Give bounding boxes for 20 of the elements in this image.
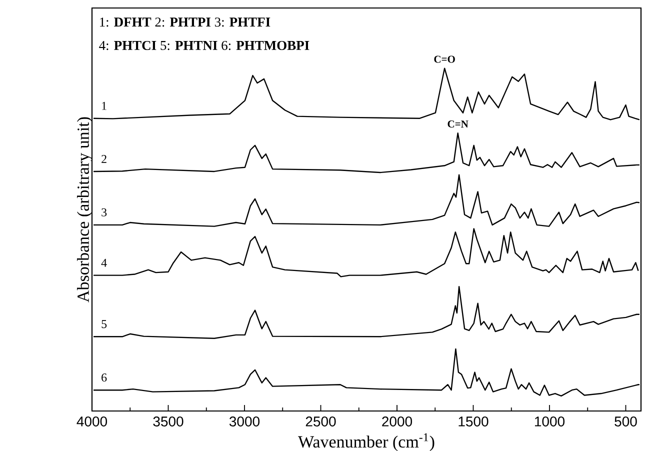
x-tick-label: 500 — [614, 416, 637, 426]
text: 1: DFHT 2: PHTPI 3: PHTFI — [100, 18, 270, 27]
series-label: 5 — [102, 320, 107, 328]
x-tick-label: 3500 — [153, 416, 184, 426]
series-label: 2 — [102, 154, 106, 163]
annotation: C=N — [448, 120, 468, 128]
series-label: 4 — [101, 258, 107, 267]
text: 4: PHTCI 5: PHTNI 6: PHTMOBPI — [99, 40, 310, 50]
x-tick-label: 3000 — [229, 416, 260, 426]
x-tick-label: 1000 — [534, 416, 565, 426]
x-tick-label: 2000 — [382, 416, 412, 426]
y-axis-title: Absorbance (arbitrary unit) — [77, 117, 92, 302]
x-tick-label: 2500 — [306, 416, 336, 426]
series-label: 6 — [102, 373, 107, 382]
series-label: 3 — [102, 208, 107, 216]
x-tick-label: 1500 — [458, 416, 488, 426]
series-label: 1 — [102, 102, 106, 110]
annotation: C=O — [434, 56, 455, 63]
x-axis-title: Wavenumber (cm$^{-1}$) — [298, 433, 434, 451]
x-tick-label: 4000 — [76, 416, 108, 426]
